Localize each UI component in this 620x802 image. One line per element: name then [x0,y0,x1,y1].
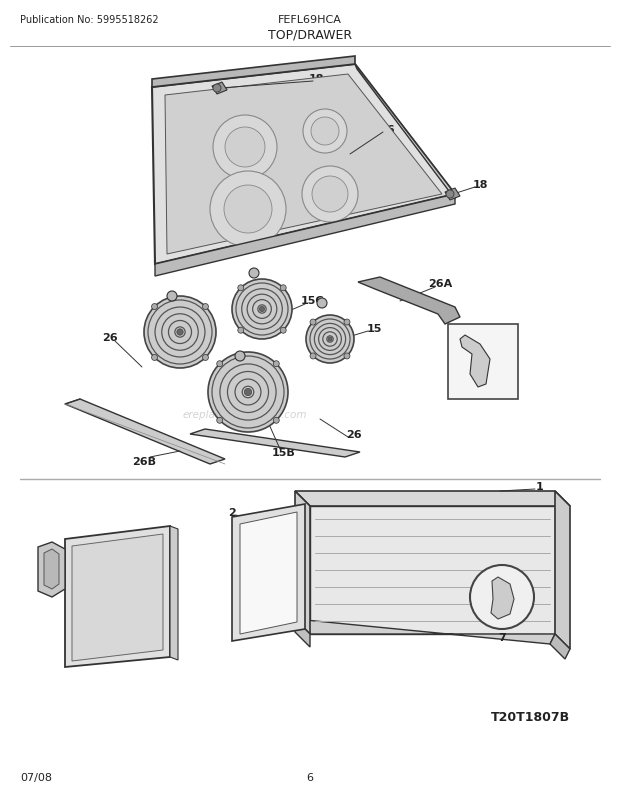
Circle shape [225,128,265,168]
Circle shape [306,316,354,363]
Circle shape [259,307,265,312]
Polygon shape [295,492,310,634]
Circle shape [446,191,454,199]
Bar [448,325,518,399]
Text: 15: 15 [366,323,382,334]
Circle shape [208,353,288,432]
Polygon shape [232,504,305,642]
Text: 26A: 26A [428,278,452,289]
Text: 16: 16 [380,125,396,135]
Text: 18: 18 [472,180,488,190]
Circle shape [203,304,208,310]
Circle shape [311,118,339,146]
Text: TOP/DRAWER: TOP/DRAWER [268,28,352,42]
Polygon shape [72,534,163,661]
Text: 07/08: 07/08 [20,772,52,782]
Polygon shape [44,549,59,589]
Circle shape [344,354,350,359]
Circle shape [177,330,183,336]
Text: FEFL69HCA: FEFL69HCA [278,15,342,25]
Polygon shape [295,619,310,647]
Circle shape [238,328,244,334]
Circle shape [151,304,157,310]
Polygon shape [550,634,570,659]
Circle shape [344,320,350,326]
Polygon shape [152,65,455,265]
Circle shape [302,167,358,223]
Circle shape [217,361,223,367]
Text: 15C: 15C [300,296,324,306]
Text: 4: 4 [110,653,118,663]
Circle shape [238,286,244,291]
Circle shape [224,186,272,233]
Circle shape [310,320,316,326]
Circle shape [151,355,157,361]
Circle shape [210,172,286,248]
Circle shape [303,110,347,154]
Circle shape [249,269,259,278]
Polygon shape [310,506,555,634]
Polygon shape [555,492,570,649]
Text: Publication No: 5995518262: Publication No: 5995518262 [20,15,159,25]
Text: ereplacementparts.com: ereplacementparts.com [183,410,308,419]
Circle shape [273,418,279,423]
Polygon shape [355,65,455,200]
Text: 26: 26 [346,429,362,439]
Text: 26B: 26B [132,456,156,467]
Text: 39: 39 [56,569,72,579]
Circle shape [167,292,177,302]
Circle shape [328,338,332,342]
Circle shape [312,176,348,213]
Polygon shape [295,619,555,644]
Polygon shape [491,577,514,619]
Polygon shape [460,335,490,387]
Circle shape [244,389,252,396]
Polygon shape [155,195,455,277]
Text: 6: 6 [306,772,314,782]
Polygon shape [152,57,355,88]
Polygon shape [190,429,360,457]
Circle shape [317,298,327,309]
Circle shape [470,565,534,630]
Polygon shape [212,83,227,95]
Text: 1: 1 [536,481,544,492]
Text: 52: 52 [485,326,501,337]
Polygon shape [445,188,460,200]
Text: 7: 7 [498,632,506,642]
Circle shape [235,351,245,362]
Polygon shape [38,542,65,597]
Text: 15B: 15B [272,448,296,457]
Polygon shape [240,512,297,634]
Polygon shape [65,526,170,667]
Text: 15: 15 [264,290,278,301]
Circle shape [310,354,316,359]
Text: 26: 26 [102,333,118,342]
Text: 2: 2 [228,508,236,517]
Polygon shape [65,399,225,464]
Circle shape [280,286,286,291]
Circle shape [280,328,286,334]
Polygon shape [295,492,570,506]
Polygon shape [358,277,460,325]
Text: T20T1807B: T20T1807B [490,711,570,723]
Text: 15B: 15B [156,313,180,322]
Circle shape [203,355,208,361]
Polygon shape [170,526,178,660]
Circle shape [232,280,292,339]
Circle shape [213,115,277,180]
Circle shape [213,85,221,93]
Circle shape [217,418,223,423]
Polygon shape [165,75,442,255]
Circle shape [144,297,216,369]
Text: 18: 18 [308,74,324,84]
Circle shape [273,361,279,367]
